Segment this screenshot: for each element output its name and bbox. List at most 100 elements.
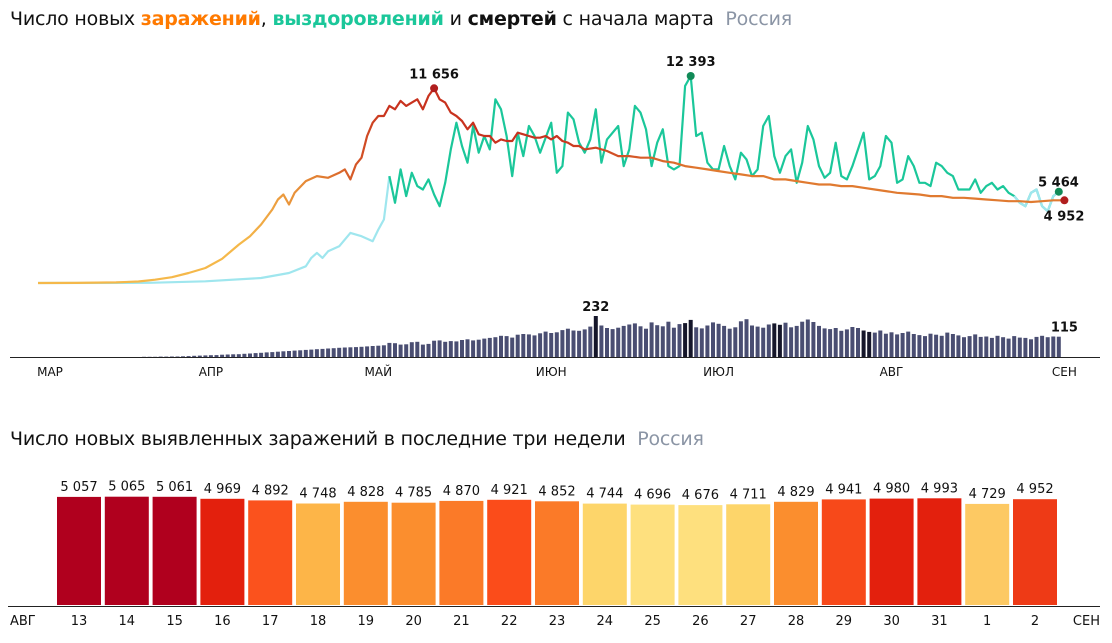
death-bar [794,325,799,357]
bar-value-label: 4 852 [538,484,575,499]
weekly-bar [582,503,627,605]
deaths-annotation: 115 [1051,321,1078,336]
bar-value-label: 4 993 [921,481,958,496]
bar-value-label: 4 744 [586,487,623,502]
death-bar [236,354,241,357]
death-bar [415,341,420,357]
death-bar [181,356,185,357]
weekly-bar [57,496,101,605]
day-label: 18 [310,614,327,629]
day-label: 21 [453,614,470,629]
day-label: 22 [501,614,518,629]
infections-annotation: 11 656 [409,67,459,82]
death-bar [1056,336,1061,357]
death-bar [967,336,972,357]
death-bar [644,328,648,357]
death-bar [314,349,319,357]
death-bar [538,333,543,357]
weekly-bars [57,496,1057,605]
death-bar [186,356,191,357]
day-label: 17 [262,614,279,629]
death-bar [900,333,905,357]
death-bar [298,350,303,357]
bar-value-label: 4 748 [299,487,336,502]
death-bar [828,329,833,357]
title-deaths: смертей [467,8,557,30]
month-label: АВГ [880,365,904,379]
bar-value-label: 4 980 [873,482,910,497]
day-label: 14 [119,614,136,629]
title-region: Россия [725,8,792,30]
death-bar [655,325,660,357]
death-bar [833,328,838,357]
title-separator-1: , [260,8,273,30]
recoveries-line-early [37,175,391,285]
death-bar [253,353,258,357]
day-label: 20 [405,614,422,629]
death-bar [923,336,927,357]
death-bar [565,328,570,357]
death-bar [711,322,715,357]
death-bar [426,343,431,357]
death-bar [917,335,922,357]
day-label: 29 [836,614,853,629]
death-bar [588,326,593,357]
bar-value-label: 4 676 [682,488,719,503]
death-bar [850,327,855,357]
death-bar [671,327,676,357]
death-bar [203,355,208,357]
death-bar [945,332,950,357]
death-bar [208,355,213,357]
day-label: 31 [931,614,948,629]
death-bar [638,326,643,358]
death-bar [515,334,520,357]
death-bar [755,326,760,357]
death-bar [465,339,470,357]
death-bar [878,330,883,357]
death-bar [487,337,492,357]
weekly-bar [869,498,914,605]
infections-line [37,87,1065,285]
death-bar [476,339,481,357]
death-bar [744,319,749,357]
death-bar [800,321,805,357]
death-bar [169,356,174,357]
death-bar [856,328,860,357]
death-bar [270,352,275,357]
death-bar [660,326,665,358]
death-bar [677,324,682,357]
death-bar [370,346,375,357]
death-bar [1045,337,1050,357]
death-bar [259,352,264,357]
weekly-bar [391,502,436,605]
weekly-bar [678,505,723,605]
weekly-bar [917,498,962,605]
month-label: МАР [37,365,63,379]
death-bar [460,340,464,357]
weekly-bar [630,504,675,605]
day-label: 24 [597,614,614,629]
death-bar [1017,337,1022,357]
death-bar [844,329,849,357]
bar-value-label: 5 065 [108,480,145,495]
chart-title-main: Число новых заражений, выздоровлений и с… [10,8,792,30]
recoveries-line [388,74,1060,213]
bar-value-label: 5 057 [60,480,97,495]
bar-value-label: 4 828 [347,485,384,500]
death-bar [1051,336,1056,357]
month-label: МАЙ [365,364,393,379]
death-bar [303,349,308,357]
death-bar [532,335,537,357]
death-bar [777,324,782,357]
death-bar [359,346,364,358]
death-bar [973,334,978,357]
weekly-bar [726,504,771,605]
month-label: АПР [199,365,223,379]
title-separator-2: и [443,8,468,30]
death-bar [761,327,766,357]
death-bar [526,334,531,357]
bar-value-label: 4 729 [969,487,1006,502]
death-bar [225,354,230,357]
day-label: 2 [1031,614,1039,629]
